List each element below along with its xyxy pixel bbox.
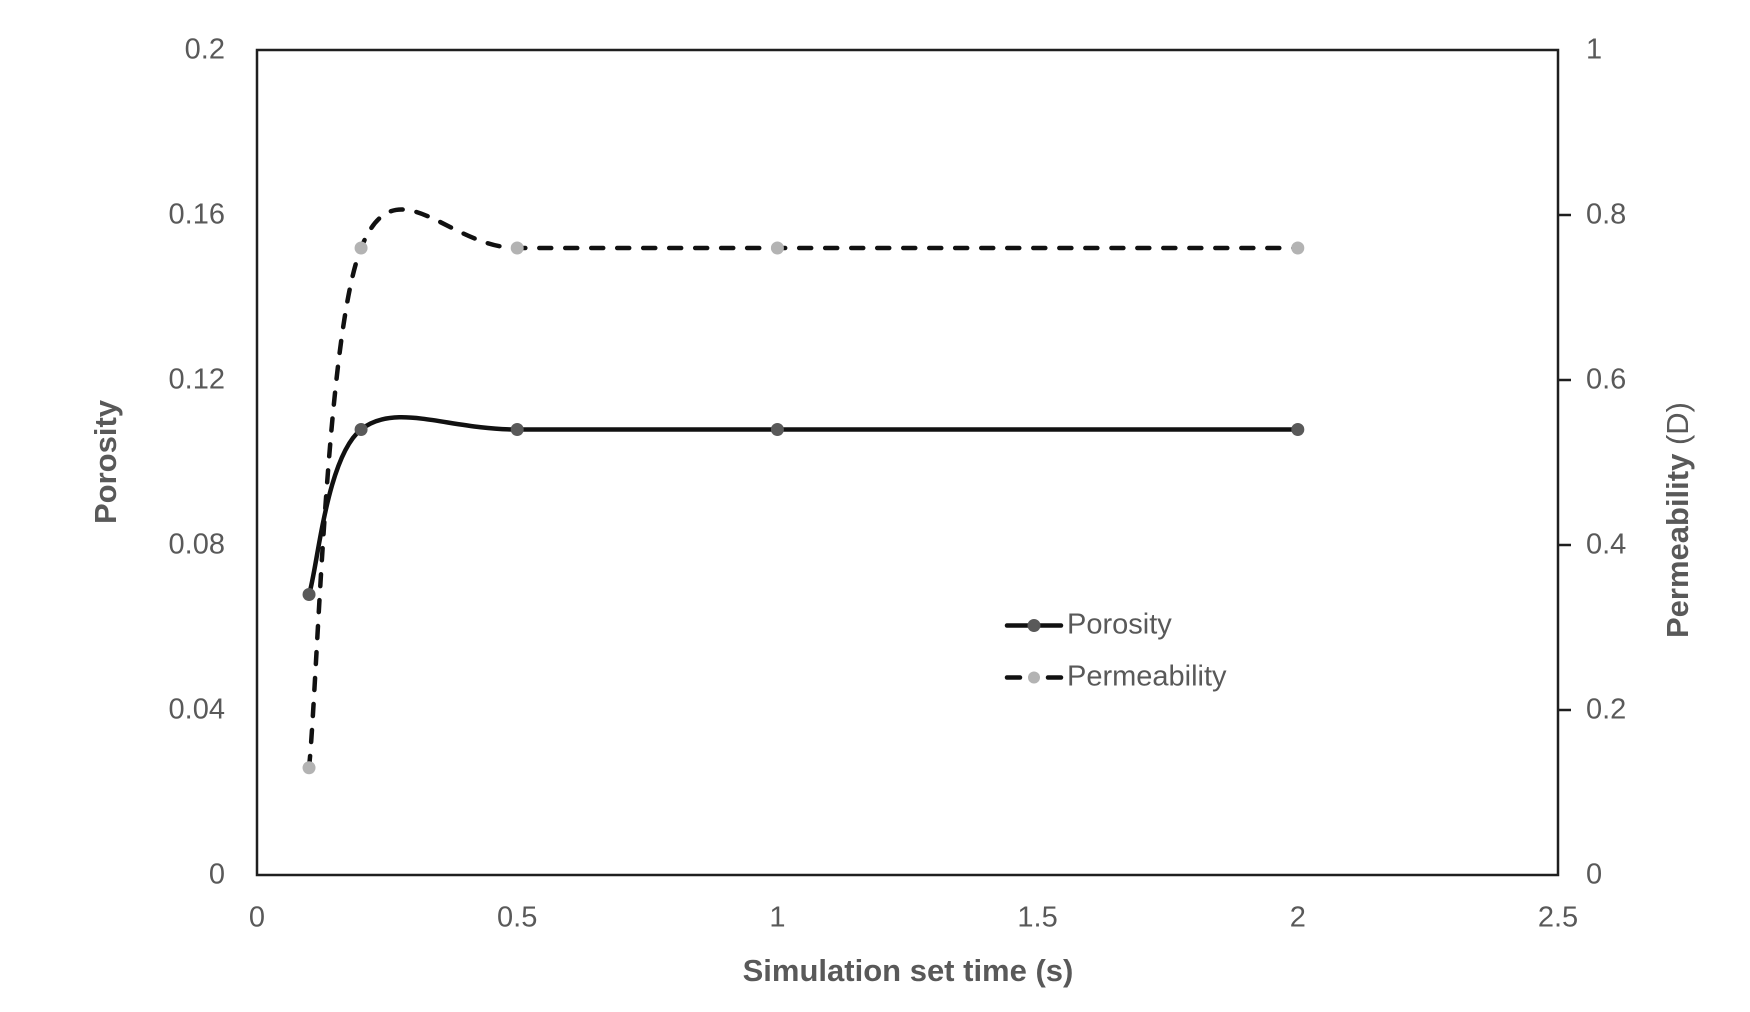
- legend-item-permeability: Permeability: [1003, 660, 1227, 693]
- legend-label-porosity: Porosity: [1067, 608, 1172, 641]
- porosity-line: [306, 415, 1301, 597]
- y-left-tick-label: 0.08: [168, 528, 225, 561]
- y-right-axis-title-unit: (D): [1660, 401, 1695, 454]
- y-left-tick-label: 0.12: [168, 363, 225, 396]
- y-right-axis-title-main: Permeability: [1660, 453, 1695, 639]
- porosity-marker: [770, 423, 784, 436]
- permeability-marker: [770, 241, 784, 255]
- y-right-axis-title: Permeability (D): [1660, 402, 1696, 638]
- permeability-marker: [1291, 241, 1305, 255]
- y-left-axis-title: Porosity: [88, 399, 123, 525]
- permeability-legend-swatch-icon: [1004, 671, 1064, 683]
- legend-label-permeability: Permeability: [1067, 660, 1227, 693]
- y-left-tick-label: 0.16: [168, 198, 225, 231]
- plot-border: [255, 48, 1560, 877]
- y-right-tick-label: 0.2: [1586, 693, 1627, 726]
- y-right-tick-label: 0: [1586, 858, 1603, 891]
- x-tick-label: 1: [769, 901, 786, 934]
- porosity-marker: [510, 423, 524, 436]
- x-tick-label: 1.5: [1017, 901, 1058, 934]
- porosity-marker: [354, 423, 368, 436]
- porosity-legend-swatch-icon: [1004, 618, 1064, 632]
- y-right-tick-label: 1: [1586, 33, 1603, 66]
- legend-item-porosity: Porosity: [1003, 608, 1172, 641]
- y-right-tick-label: 0.8: [1586, 198, 1627, 231]
- permeability-marker: [302, 761, 316, 775]
- x-tick-label: 2: [1289, 901, 1306, 934]
- permeability-marker: [510, 241, 524, 255]
- y-left-tick-label: 0: [208, 858, 225, 891]
- y-right-tick-label: 0.4: [1586, 528, 1627, 561]
- y-right-tick-label: 0.6: [1586, 363, 1627, 396]
- y-left-tick-label: 0.2: [184, 33, 225, 66]
- y-left-tick-label: 0.04: [168, 693, 225, 726]
- porosity-marker: [302, 588, 316, 601]
- x-axis-title: Simulation set time (s): [742, 953, 1074, 988]
- permeability-marker: [354, 241, 368, 255]
- x-tick-label: 2.5: [1537, 901, 1579, 934]
- x-tick-label: 0: [248, 901, 266, 934]
- porosity-marker: [1291, 423, 1305, 436]
- x-tick-label: 0.5: [497, 901, 538, 934]
